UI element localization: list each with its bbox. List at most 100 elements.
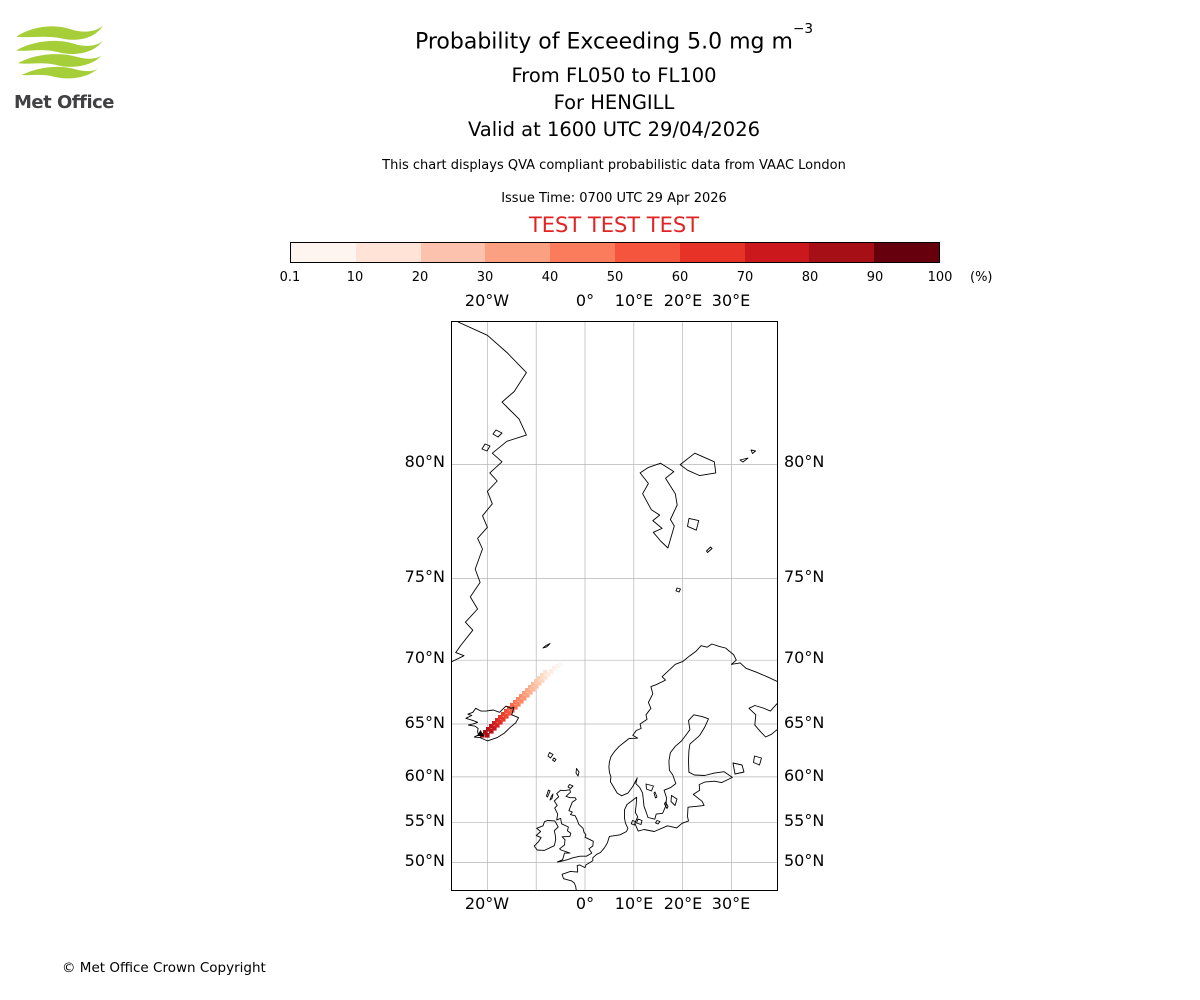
colorbar-ticks: (%) 0.1 10 20 30 40 50 60 70 80 90 100 [280, 242, 993, 285]
plume-cell [501, 712, 506, 717]
plume-cell [525, 693, 530, 698]
lake-onega [753, 755, 762, 766]
colorbar-tick-label: 60 [671, 270, 689, 285]
plume-cell [558, 662, 563, 667]
plume-cell [546, 672, 551, 677]
plume-cell [485, 733, 490, 738]
plume-cell [525, 688, 530, 693]
coast-greenland-islets [481, 429, 503, 452]
plume-cell [531, 682, 536, 687]
qva-note: This chart displays QVA compliant probab… [382, 158, 846, 173]
graticule [452, 322, 777, 890]
lat-label: 55°N [404, 811, 445, 830]
lat-label: 75°N [404, 567, 445, 586]
plume-cell [519, 699, 524, 704]
coast-shetland-orkney [567, 768, 580, 789]
map-frame [451, 321, 778, 891]
plume-cell [495, 723, 500, 728]
subtitle-flight-levels: From FL050 to FL100 [511, 64, 717, 87]
coast-greenland [451, 321, 527, 663]
plume-cell [513, 705, 518, 710]
chart-title-exponent: −3 [792, 21, 814, 38]
lat-label: 60°N [404, 766, 445, 785]
colorbar [290, 242, 940, 263]
plume-cell [552, 666, 557, 671]
lon-label: 20°E [663, 291, 703, 310]
lon-label: 10°E [614, 291, 654, 310]
colorbar-unit-label: (%) [970, 270, 993, 285]
colorbar-tick-label: 50 [606, 270, 624, 285]
colorbar-tick-label: 40 [541, 270, 559, 285]
plume-cell [504, 714, 509, 719]
plume-cell [543, 675, 548, 680]
colorbar-segment [485, 243, 551, 262]
coast-edgeoya [687, 517, 700, 531]
plume-cell [510, 708, 515, 713]
plume-cell [492, 721, 497, 726]
lat-label: 70°N [404, 648, 445, 667]
lon-label: 0° [575, 894, 595, 913]
coast-baltic-islands [664, 795, 678, 809]
chart-title-text: Probability of Exceeding 5.0 mg m [414, 29, 793, 55]
coast-nordaustlandet [679, 452, 717, 477]
colorbar-tick-label: 80 [801, 270, 819, 285]
plume-cell [510, 703, 515, 708]
lon-label: 0° [575, 291, 595, 310]
latitude-axis-left: 80°N 75°N 70°N 65°N 60°N 55°N 50°N [387, 0, 445, 1000]
plume-cell [534, 679, 539, 684]
subtitle-valid-time: Valid at 1600 UTC 29/04/2026 [467, 118, 761, 141]
lat-label: 75°N [784, 567, 825, 586]
plume-cell [513, 700, 518, 705]
plume-cell [495, 718, 500, 723]
plume-cell [498, 715, 503, 720]
coast-jan-mayen [542, 643, 551, 649]
plume-cell [516, 697, 521, 702]
coast-white-sea [748, 703, 778, 738]
plume-cell [489, 724, 494, 729]
colorbar-segment [874, 243, 939, 262]
lat-label: 60°N [784, 766, 825, 785]
colorbar-segment [420, 243, 486, 262]
coastlines [451, 321, 778, 891]
issue-time: Issue Time: 0700 UTC 29 Apr 2026 [501, 191, 727, 206]
lat-label: 80°N [784, 452, 825, 471]
plume-cell [486, 727, 491, 732]
colorbar-segment [679, 243, 745, 262]
coast-faroe-islands [547, 752, 557, 762]
plume-cell [516, 702, 521, 707]
plume-cell [519, 694, 524, 699]
lon-label: 20°E [663, 894, 703, 913]
copyright: © Met Office Crown Copyright [62, 960, 266, 976]
plume-cell [483, 730, 488, 735]
lon-label: 20°W [464, 894, 510, 913]
plume-cell [555, 664, 560, 669]
plume-cell [528, 685, 533, 690]
lake-vattern [653, 791, 658, 799]
plume-cell [537, 676, 542, 681]
met-office-wordmark: Met Office [14, 92, 115, 113]
colorbar-tick-label: 100 [927, 270, 953, 285]
plume-cell [531, 687, 536, 692]
colorbar-tick-label: 90 [866, 270, 884, 285]
lat-label: 65°N [784, 713, 825, 732]
lat-label: 50°N [404, 851, 445, 870]
colorbar-tick-label: 70 [736, 270, 754, 285]
plume-cell [543, 670, 548, 675]
colorbar-tick-label: 0.1 [279, 270, 301, 285]
logo-waves-icon [16, 25, 103, 79]
ash-plume [480, 662, 563, 738]
coast-great-britain [553, 789, 594, 863]
chart-title: Probability of Exceeding 5.0 mg m−3 [14, 21, 1200, 55]
lat-label: 55°N [784, 811, 825, 830]
map-canvas [451, 321, 778, 891]
coast-iceland [465, 705, 520, 742]
colorbar-tick-label: 30 [476, 270, 494, 285]
longitude-axis-bottom: 20°W 0° 10°E 20°E 30°E [0, 894, 1200, 914]
plume-cell [528, 690, 533, 695]
colorbar-wrap: (%) 0.1 10 20 30 40 50 60 70 80 90 100 [280, 242, 993, 302]
coast-ireland [533, 820, 559, 851]
volcano-marker [477, 730, 484, 736]
plume-cell [534, 684, 539, 689]
coast-hebrides [546, 789, 554, 801]
subtitle-volcano: For HENGILL [553, 91, 675, 114]
